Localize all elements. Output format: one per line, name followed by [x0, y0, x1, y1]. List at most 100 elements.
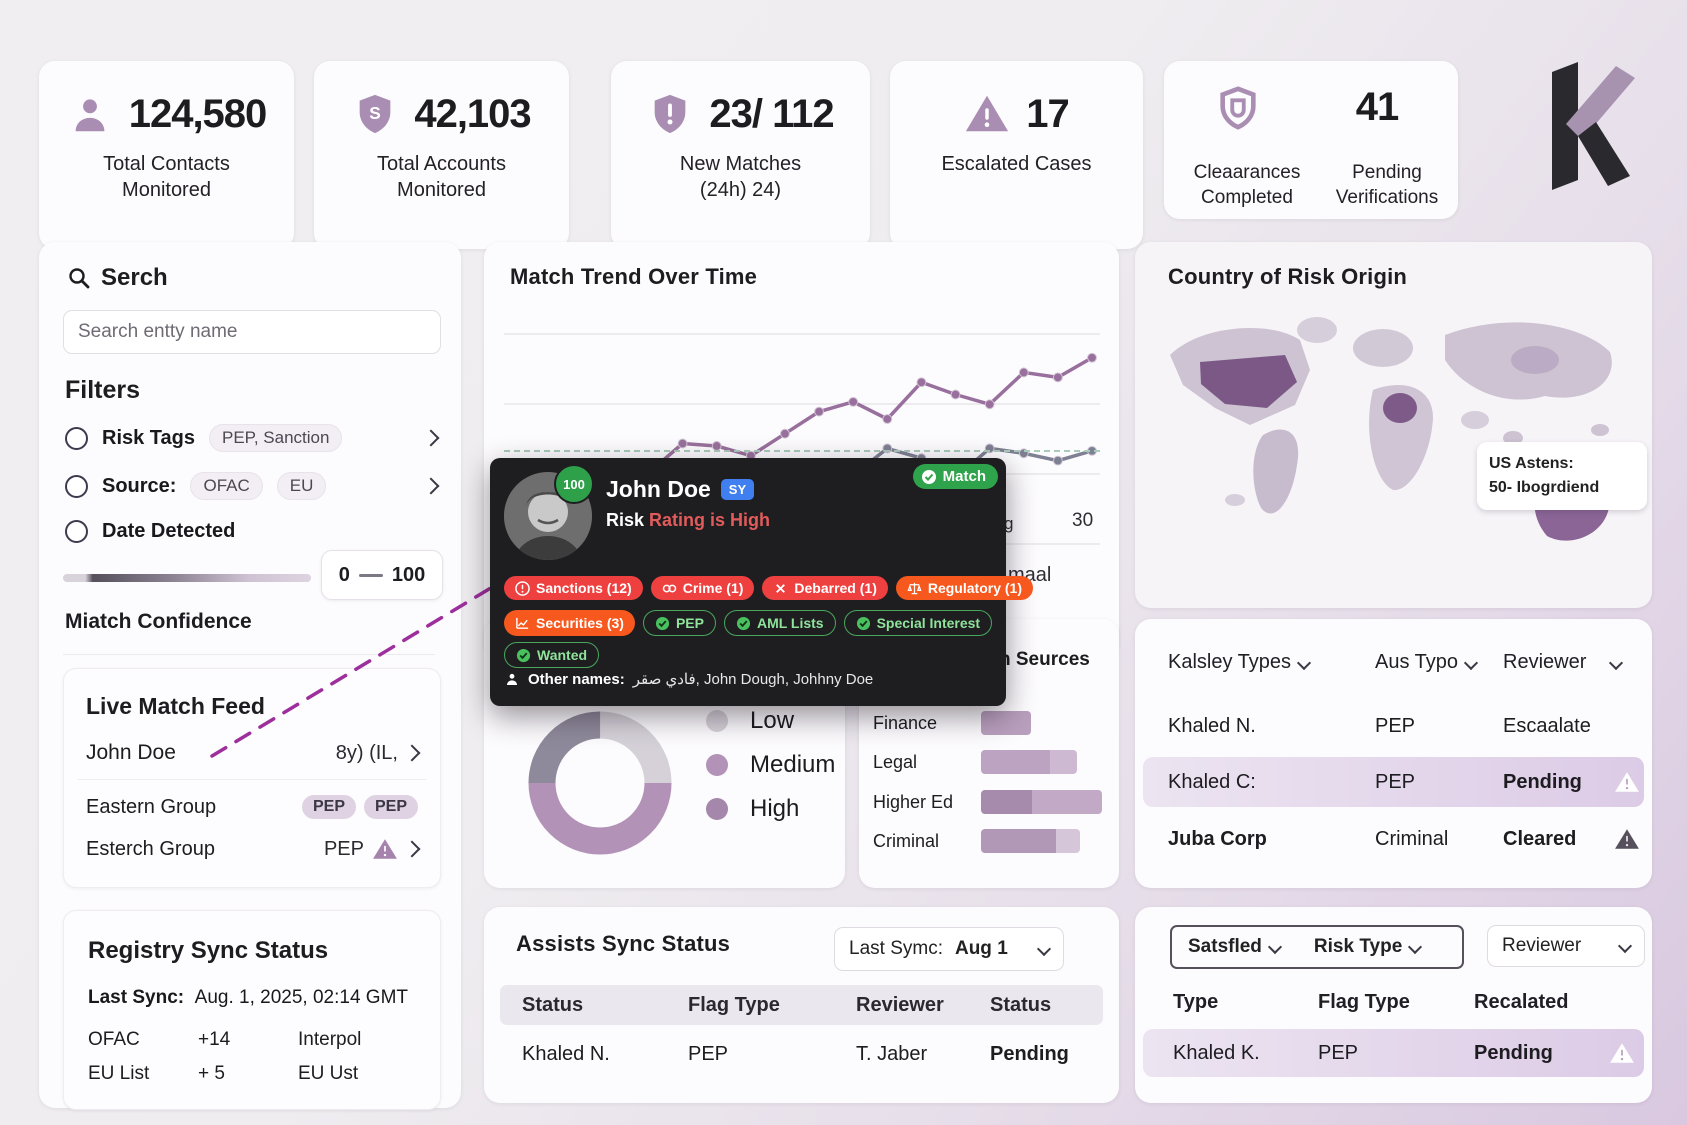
stat-card-escalated: 17 Escalated Cases — [890, 61, 1143, 249]
filters-title: Filters — [65, 376, 141, 404]
sources-title-fragment: n Seurces — [999, 649, 1090, 670]
trend-title: Match Trend Over Time — [510, 264, 758, 289]
table-row[interactable]: Khaled N. PEP T. Jaber Pending — [522, 1043, 1069, 1065]
feed-row-eastern-group[interactable]: Eastern Group PEP PEP — [86, 795, 418, 819]
last-sync-dropdown[interactable]: Last Symc: Aug 1 — [834, 927, 1064, 971]
check-circle-icon — [736, 616, 751, 630]
col-header-flag[interactable]: Aus Typo — [1375, 651, 1479, 674]
risk-rating-line: Risk Rating is High — [606, 510, 771, 530]
radio-icon[interactable] — [65, 520, 88, 543]
flagged-entities-card: Kalsley Types Aus Typo Reviewer Khaled N… — [1135, 619, 1652, 888]
stat-label-left: Cleaarances Completed — [1193, 162, 1301, 208]
tag-crime: Crime (1) — [650, 576, 755, 600]
table-row[interactable]: Khaled C: PEP Pending — [1168, 770, 1640, 794]
stat-card-new-matches: 23/ 112 New Matches (24h) 24) — [611, 61, 870, 249]
chevron-down-icon[interactable] — [1463, 655, 1479, 670]
last-sync-line: Last Sync: Aug. 1, 2025, 02:14 GMT — [88, 987, 409, 1008]
status-filter-dropdown[interactable]: Satsfled Risk Type — [1170, 925, 1464, 969]
check-circle-icon — [921, 469, 936, 484]
filter-date-detected[interactable]: Date Detected — [65, 520, 437, 543]
pep-chip: PEP — [363, 795, 418, 819]
stat-label: New Matches (24h) 24) — [679, 153, 802, 201]
chevron-right-icon[interactable] — [422, 477, 440, 495]
tag-securities: Securities (3) — [504, 610, 635, 636]
x-icon — [776, 583, 786, 593]
range-min: 0 — [338, 563, 350, 586]
legend-item-high: High — [706, 795, 799, 823]
radio-icon[interactable] — [65, 426, 88, 450]
chart-line-icon — [516, 617, 529, 629]
chevron-down-icon[interactable] — [1036, 941, 1052, 957]
warning-triangle-icon — [373, 839, 397, 859]
tag-regulatory: Regulatory (1) — [895, 576, 1033, 600]
match-confidence-label: Miatch Confidence — [65, 610, 252, 633]
filter-risk-tags[interactable]: Risk Tags PEP, Sanction — [65, 424, 440, 452]
person-icon — [75, 99, 105, 132]
filter-chip: EU — [276, 472, 327, 500]
confidence-slider[interactable] — [63, 574, 311, 582]
row-highlight — [1143, 1029, 1644, 1077]
shield-alert-icon — [655, 94, 686, 134]
check-circle-icon — [516, 648, 531, 662]
legend-item-low: Low — [706, 707, 794, 735]
radio-icon[interactable] — [65, 474, 88, 498]
popup-entity-name: John Doe — [606, 476, 711, 502]
search-section-title: Serch — [67, 264, 168, 292]
map-tooltip-line1: US Astens: — [1489, 455, 1574, 472]
warning-triangle-icon — [966, 95, 1009, 132]
reviewer-dropdown[interactable]: Reviewer — [1487, 925, 1645, 967]
map-tooltip-line2: 50- Ibogrdiend — [1489, 479, 1600, 496]
bar-row-legal: Legal — [873, 750, 1109, 774]
range-max: 100 — [391, 563, 426, 586]
col-header-type[interactable]: Kalsley Types — [1168, 651, 1312, 674]
registry-row: EU List + 5 EU Ust — [88, 1063, 359, 1084]
chevron-down-icon[interactable] — [1408, 939, 1423, 955]
search-input[interactable] — [63, 310, 441, 354]
threshold-dashed-line — [504, 450, 1100, 452]
chevron-right-icon[interactable] — [403, 840, 421, 858]
assists-sync-card: Assists Sync Status Last Symc: Aug 1 Sta… — [484, 907, 1119, 1103]
bar-row-higher-ed: Higher Ed — [873, 790, 1109, 814]
live-match-feed-card: Live Match Feed John Doe 8y) (IL, Easter… — [63, 668, 441, 888]
alert-circle-icon — [515, 580, 530, 596]
person-icon — [507, 673, 517, 685]
map-tooltip: US Astens: 50- Ibogrdiend — [1477, 442, 1647, 510]
warning-triangle-icon — [1615, 772, 1639, 792]
stat-card-clearances: 41 Cleaarances Completed Pending Verific… — [1164, 61, 1458, 219]
match-status-pill: Match — [912, 464, 998, 489]
stat-label: Total Accounts Monitored — [377, 153, 506, 201]
chevron-down-icon[interactable] — [1267, 939, 1282, 955]
chevron-right-icon[interactable] — [403, 744, 421, 762]
shield-check-icon — [1220, 86, 1256, 130]
search-icon — [69, 268, 90, 289]
tag-sanctions: Sanctions (12) — [504, 576, 643, 600]
chevron-right-icon[interactable] — [422, 429, 440, 447]
col-header-reviewer[interactable]: Reviewer — [1503, 651, 1624, 674]
tag-special-interest: Special Interest — [843, 610, 993, 636]
shield-s-icon: S — [359, 94, 391, 134]
stat-value: 41 — [1355, 85, 1400, 129]
table-header-row: Status Flag Type Reviewer Status — [500, 985, 1103, 1025]
range-dash-icon — [358, 573, 383, 577]
table-row[interactable]: Khaled K. PEP Pending — [1173, 1041, 1635, 1065]
chevron-down-icon[interactable] — [1608, 655, 1624, 670]
warning-triangle-icon — [1610, 1043, 1634, 1063]
chevron-down-icon[interactable] — [1296, 655, 1312, 670]
stat-label-right: Pending Verifications — [1335, 162, 1439, 208]
feed-row-esterch-group[interactable]: Esterch Group PEP — [86, 837, 421, 861]
feed-row-john-doe[interactable]: John Doe 8y) (IL, — [86, 741, 421, 765]
stat-value: 124,580 — [128, 91, 268, 136]
filter-source[interactable]: Source: OFAC EU — [65, 472, 440, 500]
axis-fragment: g — [1004, 514, 1014, 533]
table-row[interactable]: Juba Corp Criminal Cleared — [1168, 827, 1640, 851]
stat-value: 23/ 112 — [709, 91, 834, 136]
bar-row-criminal: Criminal — [873, 829, 1109, 853]
chevron-down-icon[interactable] — [1617, 938, 1633, 954]
other-names-line: Other names: فادي صقر, John Dough, Johhn… — [504, 670, 873, 688]
table-row[interactable]: Khaled N. PEP Escaalate — [1168, 715, 1591, 737]
assists-title: Assists Sync Status — [516, 931, 731, 956]
mask-icon — [662, 584, 676, 592]
tag-pep: PEP — [642, 610, 716, 636]
match-score-badge: 100 — [554, 464, 594, 504]
